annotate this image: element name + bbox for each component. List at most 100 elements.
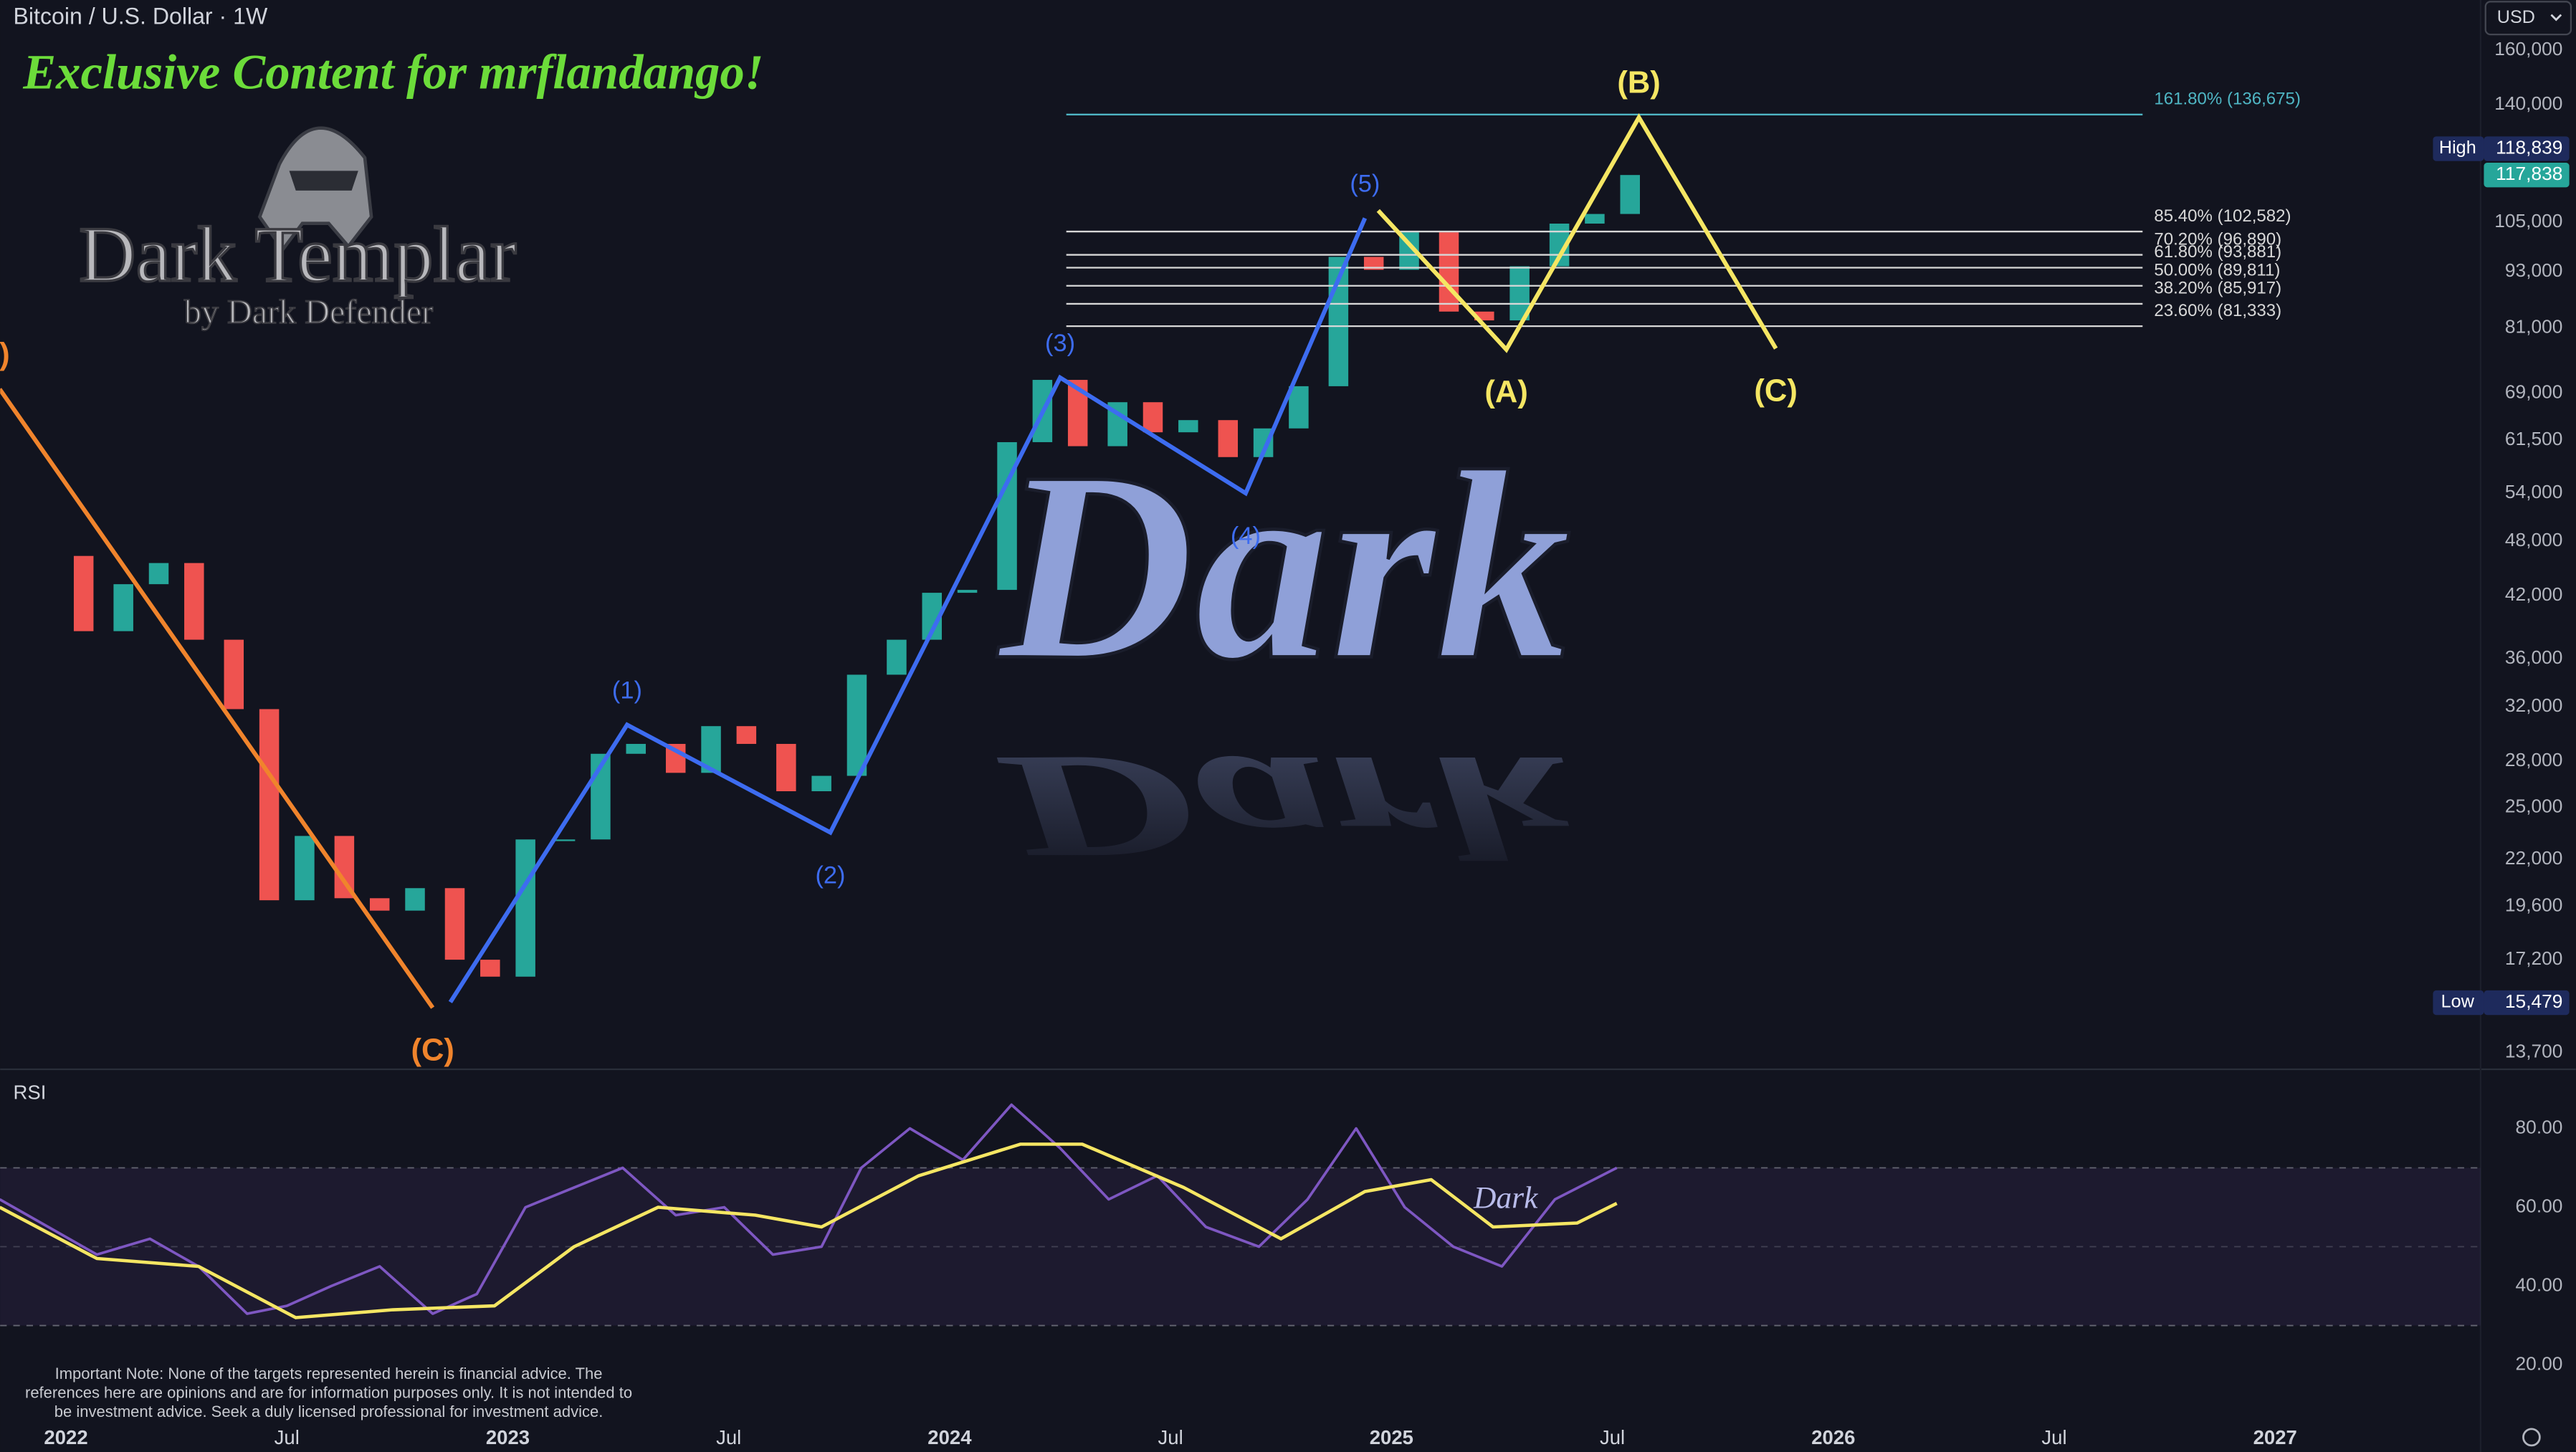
wave-line [1376,113,1778,353]
rsi-tick-label: 80.00 [2516,1116,2563,1137]
symbol-title: Bitcoin / U.S. Dollar · 1W [14,4,268,29]
x-tick-label: 2026 [1811,1426,1855,1448]
wave-line [0,388,435,1009]
y-tick-label: 61,500 [2505,428,2563,449]
wave-label: (2) [815,861,845,889]
price-pane: 161.80% (136,675) 85.40% (102,582) 70.20% … [0,90,2301,1009]
disclaimer-line: references here are opinions and are for… [25,1383,632,1401]
brand-name: Dark Templar [79,211,516,298]
x-tick-label: 2027 [2253,1426,2297,1448]
x-tick-label: Jul [716,1426,741,1448]
candle [1585,214,1605,224]
currency-label: USD [2497,7,2535,27]
wave-label: (5) [1350,171,1380,198]
candle [73,555,94,631]
rsi-band [0,1167,2481,1326]
candle [1178,420,1198,433]
currency-chevron [2550,14,2562,22]
y-tick-label: 22,000 [2505,847,2563,869]
y-tick-label: 105,000 [2494,210,2562,231]
candle [369,898,390,911]
candle [480,960,500,977]
candle [555,839,576,841]
y-tick-label: 13,700 [2505,1041,2563,1062]
fib-label: 23.60% (81,333) [2154,301,2281,320]
candle [1439,232,1459,312]
fib-label: 38.20% (85,917) [2154,279,2281,298]
candle [887,639,907,675]
x-tick-label: 2022 [44,1426,87,1448]
watermark-reflection: Dark [995,725,1571,889]
price-box [2484,136,2570,161]
fib-label: 61.80% (93,881) [2154,242,2281,262]
candle [224,639,244,710]
wave-label: (4) [1231,522,1261,550]
y-tick-label: 28,000 [2505,749,2563,770]
candle [184,563,204,640]
wave-label: ) [0,338,10,372]
candle [1142,402,1163,433]
candle [811,775,831,792]
wave-label: (B) [1617,66,1660,100]
watermark: Dark Dark Exclusive Content for mrflanda… [22,44,1573,889]
candle [1289,386,1309,429]
currency-button[interactable] [2484,1,2572,36]
y-tick-label: 36,000 [2505,646,2563,668]
candle [626,743,646,754]
x-tick-label: Jul [2041,1426,2066,1448]
candle [846,674,867,776]
wave-label: (C) [1754,374,1797,409]
wave-label: (A) [1484,375,1527,409]
brand-byline: by Dark Defender [184,293,433,331]
candle [957,590,978,593]
price-box-label: 15,479 [2505,990,2563,1012]
price-box [2484,163,2570,188]
wave-label: (3) [1045,330,1075,357]
candle [405,888,425,911]
x-tick-label: 2024 [927,1426,972,1448]
y-tick-label: 42,000 [2505,583,2563,605]
price-box-label: 117,838 [2496,163,2562,184]
y-tick-label: 140,000 [2494,92,2562,114]
candle [444,888,465,960]
candle [259,709,280,901]
wave-label: (C) [411,1033,454,1067]
rsi-tick-label: 60.00 [2516,1195,2563,1216]
price-box-name: Low [2441,992,2475,1012]
fib-label: 85.40% (102,582) [2154,206,2291,226]
y-tick-label: 25,000 [2505,795,2563,816]
wave-line [448,217,1368,1003]
rsi-title: RSI [14,1081,47,1104]
price-box [2484,990,2570,1016]
candle [515,839,535,977]
candle [736,726,757,744]
y-tick-label: 93,000 [2505,259,2563,281]
fib-label: 50.00% (89,811) [2154,260,2280,280]
disclaimer-line: Important Note: None of the targets repr… [55,1365,603,1382]
y-tick-label: 69,000 [2505,381,2563,403]
price-box-tag [2433,136,2484,161]
fib-label: 70.20% (96,890) [2154,229,2281,249]
candle [1620,175,1640,214]
price-box-name: High [2439,138,2476,158]
rsi-tick-label: 20.00 [2516,1352,2563,1374]
candle [1363,257,1384,270]
rsi-line [0,1142,1618,1319]
rsi-line [0,1103,1618,1315]
settings-icon[interactable] [2522,1428,2541,1447]
candle [1218,420,1239,457]
price-box-label: 118,839 [2496,136,2562,158]
candle [295,836,315,901]
helmet-visor [289,171,358,191]
rsi-watermark: Dark [1473,1180,1538,1215]
y-tick-label: 32,000 [2505,694,2563,716]
y-tick-label: 54,000 [2505,481,2563,502]
exclusive-banner: Exclusive Content for mrflandango! [22,44,763,99]
candle [113,584,133,631]
x-tick-label: 2025 [1370,1426,1413,1448]
y-tick-label: 19,600 [2505,894,2563,916]
x-tick-label: 2023 [486,1426,530,1448]
